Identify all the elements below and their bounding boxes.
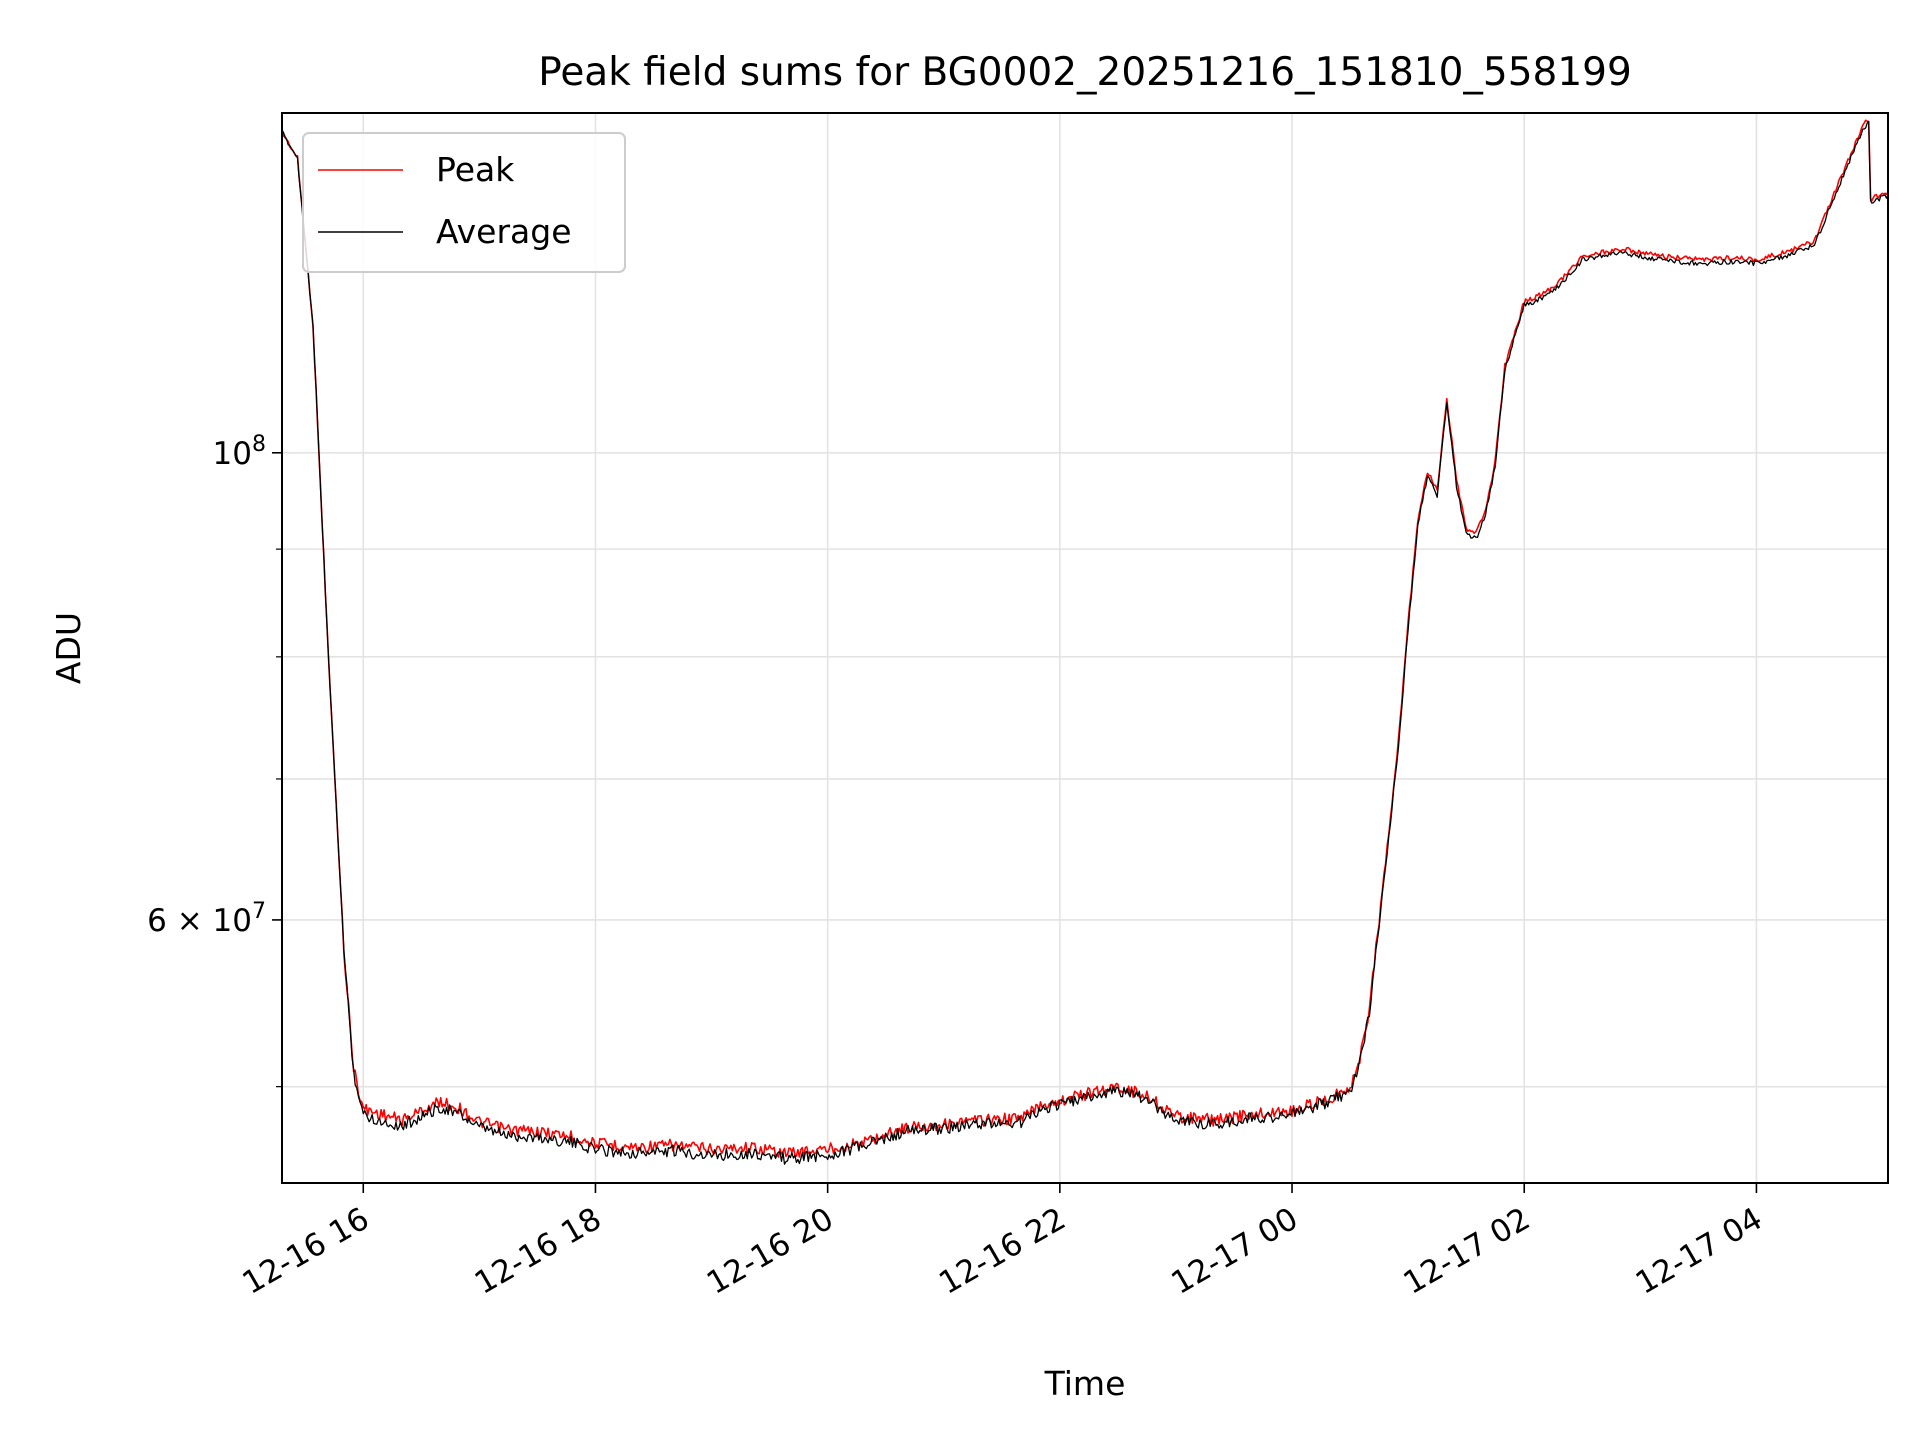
series-lines (282, 119, 1888, 1165)
y-tick-label: 6 × 107 (147, 899, 266, 939)
y-tick-label: 108 (213, 432, 266, 472)
series-line-average (282, 120, 1888, 1165)
x-axis-label: Time (1044, 1364, 1126, 1403)
series-line-peak (282, 119, 1888, 1158)
legend-box (302, 132, 626, 273)
y-axis-label: ADU (49, 612, 88, 684)
plot-frame (281, 112, 1889, 1184)
chart-title: Peak field sums for BG0002_20251216_1518… (538, 50, 1632, 95)
legend-label-average: Average (436, 212, 572, 251)
legend: Peak Average (302, 132, 626, 273)
grid-lines (282, 113, 1888, 1183)
legend-label-peak: Peak (436, 150, 515, 189)
